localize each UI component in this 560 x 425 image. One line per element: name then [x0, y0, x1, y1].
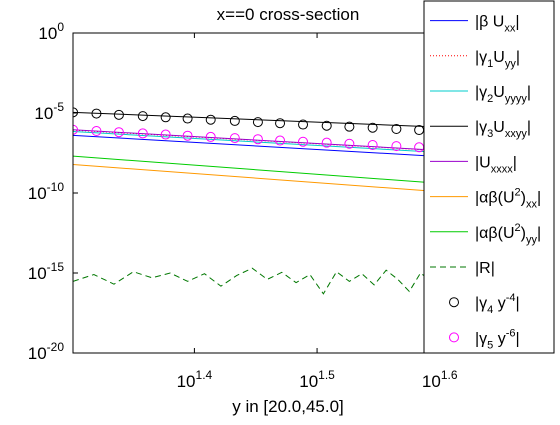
series-g5y6-point-4	[160, 129, 171, 140]
series-g4y4-point-2	[113, 109, 124, 120]
legend-swatch-g5y6	[449, 332, 459, 343]
legend-item-g3Uxxyy: |γ3Uxxyy|	[430, 119, 531, 140]
legend-swatch-g4y4	[449, 297, 459, 308]
legend-label-abU2yy: |αβ(U2)yy|	[475, 222, 541, 246]
series-g5y6-point-11	[321, 137, 332, 148]
chart-title: x==0 cross-section	[217, 5, 360, 24]
legend-label-g1Uyy: |γ1Uyy|	[475, 49, 520, 70]
y-tick-label-2: 10-10	[28, 180, 65, 203]
legend-label-g4y4: |γ4 y-4|	[475, 292, 520, 316]
legend-item-Uxxxx: |Uxxxx|	[430, 154, 517, 175]
series-g4y4-point-0	[73, 107, 78, 118]
series-g4y4-point-10	[298, 119, 309, 130]
legend-item-g5y6: |γ5 y-6|	[449, 327, 520, 351]
legend-item-R: |R|	[430, 260, 495, 277]
legend-item-abU2yy: |αβ(U2)yy|	[430, 222, 541, 246]
series-g5y6-point-13	[367, 140, 378, 150]
series-g5y6-point-2	[113, 127, 124, 138]
legend-item-g1Uyy: |γ1Uyy|	[430, 49, 520, 70]
legend-label-Uxxxx: |Uxxxx|	[475, 154, 517, 175]
series-R-line	[73, 267, 505, 295]
series-g5y6-point-8	[252, 134, 263, 145]
series-g5y6-point-1	[91, 126, 102, 136]
legend: |β Uxx| |γ1Uyy| |γ2Uyyyy| |γ3Uxxyy| |Uxxxx| |…	[423, 0, 555, 354]
tick-layer: 100 10-5 10-10 10-15 10-20 101.4 101.5 101.6	[28, 20, 505, 391]
series-g4y4-point-6	[205, 114, 216, 125]
y-tick-label-4: 10-20	[28, 340, 65, 363]
series-g5y6-point-14	[391, 141, 402, 152]
legend-label-g2Uyyyy: |γ2Uyyyy|	[475, 84, 531, 105]
series-g4y4-point-3	[137, 111, 148, 122]
legend-box	[423, 0, 555, 354]
y-tick-label-1: 10-5	[34, 100, 64, 123]
series-g5y6-point-0	[73, 124, 78, 135]
series-g4y4-point-9	[275, 118, 286, 129]
legend-label-bUxx: |β Uxx|	[475, 14, 520, 35]
y-tick-label-0: 100	[38, 20, 64, 43]
series-g4y4-point-11	[321, 120, 332, 131]
series-g4y4-point-5	[182, 113, 193, 124]
series-g5y6-point-9	[275, 135, 286, 146]
legend-label-g3Uxxyy: |γ3Uxxyy|	[475, 119, 531, 140]
series-g4y4-point-1	[91, 108, 102, 119]
x-tick-label-2: 101.6	[422, 368, 458, 391]
series-g4y4-point-7	[229, 115, 240, 126]
legend-label-R: |R|	[475, 260, 495, 277]
series-g4y4-point-13	[367, 122, 378, 133]
series-g4y4-markers	[73, 107, 471, 138]
y-tick-label-3: 10-15	[28, 260, 65, 283]
series-g4y4-point-14	[391, 124, 402, 134]
legend-item-bUxx: |β Uxx|	[430, 14, 520, 35]
series-g5y6-point-3	[137, 128, 148, 139]
legend-item-g2Uyyyy: |γ2Uyyyy|	[430, 84, 531, 105]
series-g5y6-point-10	[298, 136, 309, 147]
series-g5y6-point-6	[205, 131, 216, 142]
series-g5y6-point-7	[229, 133, 240, 144]
legend-item-abU2xx: |αβ(U2)xx|	[430, 187, 541, 211]
x-axis-label: y in [20.0,45.0]	[232, 397, 344, 416]
x-tick-label-1: 101.5	[299, 368, 335, 391]
series-g5y6-point-12	[344, 138, 355, 149]
x-tick-label-0: 101.4	[177, 368, 213, 391]
legend-item-g4y4: |γ4 y-4|	[449, 292, 520, 316]
legend-label-abU2xx: |αβ(U2)xx|	[475, 187, 541, 211]
series-g4y4-point-4	[160, 112, 171, 123]
series-g5y6-point-5	[182, 130, 193, 141]
series-g4y4-point-8	[252, 117, 263, 128]
series-g4y4-point-12	[344, 121, 355, 132]
legend-label-g5y6: |γ5 y-6|	[475, 327, 520, 351]
